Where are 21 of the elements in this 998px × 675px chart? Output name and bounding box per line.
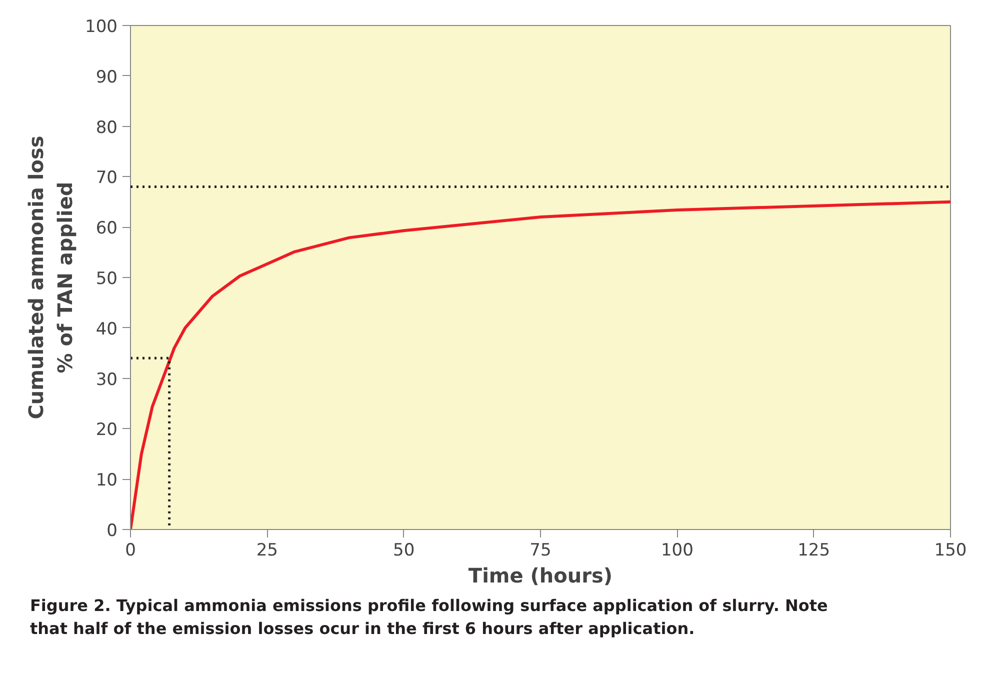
y-tick-label: 90 — [96, 67, 118, 88]
y-tick-label: 100 — [85, 17, 118, 37]
y-tick-label: 70 — [96, 168, 118, 188]
x-axis-title: Time (hours) — [468, 564, 613, 588]
x-tick-label: 75 — [530, 540, 552, 560]
x-tick-label: 0 — [125, 540, 136, 560]
y-tick-label: 20 — [96, 420, 118, 440]
x-tick-label: 25 — [256, 540, 278, 560]
x-tick-label: 100 — [660, 540, 694, 560]
y-tick-label: 40 — [96, 319, 118, 340]
y-axis-title: Cumulated ammonia loss % of TAN applied — [24, 136, 78, 420]
x-tick-label: 125 — [798, 540, 830, 560]
y-tick-label: 0 — [106, 521, 118, 541]
y-tick-label: 30 — [96, 370, 118, 390]
y-tick-label: 60 — [96, 218, 118, 239]
y-tick-label: 10 — [96, 470, 118, 491]
y-tick-label: 50 — [96, 269, 118, 289]
x-tick-label: 50 — [393, 540, 415, 560]
caption: Figure 2. Typical ammonia emissions profile following surface application of slurry. Note that half of the emission losses ocur in the first 6 hours after application. — [30, 595, 828, 640]
x-tick-label: 150 — [934, 540, 967, 560]
y-tick-label: 80 — [96, 118, 118, 138]
